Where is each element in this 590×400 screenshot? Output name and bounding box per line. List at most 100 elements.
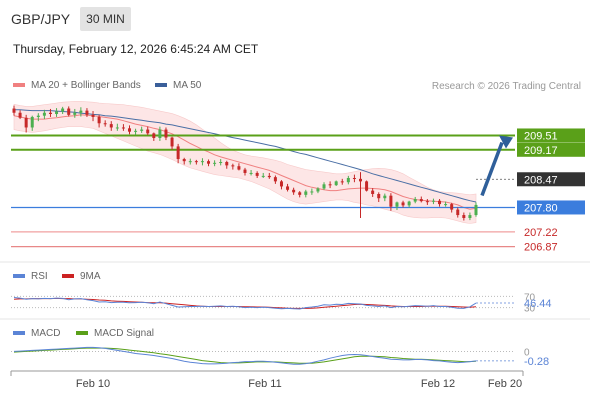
- candle: [188, 158, 192, 165]
- candle: [346, 175, 350, 185]
- price-label-last-bg: [517, 172, 585, 187]
- legend-ma20-bollinger: MA 20 + Bollinger Bands: [13, 80, 141, 91]
- candle: [468, 212, 472, 221]
- candle-body: [79, 110, 83, 113]
- legend-rsi-ma: 9MA: [62, 271, 101, 282]
- candle: [225, 160, 229, 169]
- x-tick-label: Feb 11: [248, 378, 281, 390]
- x-tick-label: Feb 20: [488, 378, 522, 390]
- candle-body: [474, 204, 478, 216]
- candle-body: [261, 175, 265, 177]
- rsi-line: [13, 297, 477, 310]
- candle: [438, 199, 442, 207]
- candle-body: [121, 127, 125, 129]
- candle: [444, 201, 448, 207]
- candle-body: [219, 162, 223, 163]
- candle: [286, 183, 290, 192]
- rsi-level-label: 70: [524, 292, 536, 303]
- chart-datetime: Thursday, February 12, 2026 6:45:24 AM C…: [13, 42, 259, 56]
- candle: [109, 121, 113, 131]
- candle: [450, 202, 454, 213]
- x-tick-label: Feb 10: [76, 378, 110, 390]
- price-label-resistance-2-bg: [517, 142, 585, 157]
- candle-body: [438, 200, 442, 205]
- price-label-lower-2: 206.87: [524, 242, 558, 254]
- price-label-support: 207.80: [524, 202, 558, 214]
- candle-body: [237, 166, 241, 170]
- candle: [91, 111, 95, 122]
- candle-body: [444, 204, 448, 206]
- candle: [115, 123, 119, 131]
- candle-body: [103, 123, 107, 125]
- candle-body: [286, 186, 290, 190]
- candle: [419, 196, 423, 203]
- candle: [170, 136, 174, 150]
- macd-signal-line: [13, 347, 477, 364]
- candle-body: [249, 172, 253, 174]
- candle: [401, 200, 405, 208]
- candle-body: [310, 191, 314, 193]
- candle: [292, 187, 296, 195]
- candle-body: [346, 178, 350, 183]
- candle-body: [359, 178, 362, 182]
- candle: [456, 207, 460, 218]
- candle-body: [316, 188, 320, 192]
- candle: [213, 160, 217, 167]
- candle: [377, 192, 381, 202]
- candle: [298, 191, 302, 198]
- legend-ma20-label: MA 20 + Bollinger Bands: [31, 80, 141, 91]
- candle-body: [243, 169, 247, 173]
- price-label-support-bg: [517, 200, 585, 215]
- price-label-last: 208.47: [524, 174, 558, 186]
- candle-body: [273, 177, 277, 182]
- candle: [389, 193, 393, 211]
- candle: [243, 167, 247, 176]
- candle: [359, 172, 362, 218]
- candle-body: [419, 199, 423, 202]
- candle: [474, 202, 478, 217]
- rsi-swatch: [13, 274, 25, 279]
- candle-body: [170, 137, 174, 147]
- candle-body: [407, 201, 411, 206]
- ma50-line: [14, 109, 477, 203]
- candle-body: [12, 108, 16, 113]
- candle: [24, 114, 28, 133]
- candle-body: [322, 184, 326, 189]
- rsi-ma-swatch: [62, 274, 74, 279]
- candle: [310, 188, 314, 195]
- candle: [158, 126, 162, 141]
- candle-body: [304, 191, 308, 195]
- rsi-level-label: 30: [524, 304, 536, 315]
- candle: [219, 159, 223, 166]
- candle: [164, 127, 168, 141]
- candle: [67, 106, 71, 117]
- candle: [395, 201, 399, 210]
- candle-body: [334, 181, 338, 186]
- candle: [261, 172, 265, 178]
- candle-body: [425, 201, 429, 203]
- candle: [128, 125, 131, 135]
- candle: [249, 170, 253, 176]
- x-tick-label: Feb 12: [421, 378, 455, 390]
- candle: [200, 158, 204, 166]
- candle: [61, 106, 65, 114]
- candle-body: [328, 184, 332, 186]
- candle: [36, 113, 40, 122]
- candle-body: [340, 181, 344, 183]
- timeframe-badge[interactable]: 30 MIN: [80, 7, 131, 31]
- legend-ma50-label: MA 50: [173, 80, 202, 91]
- candle-body: [24, 117, 28, 128]
- macd-last-label: -0.28: [524, 356, 549, 368]
- candle: [237, 163, 241, 171]
- candle: [352, 174, 356, 183]
- candle-body: [67, 108, 71, 115]
- candle: [328, 181, 332, 189]
- candle-body: [352, 178, 356, 179]
- candle: [340, 178, 344, 185]
- candle-body: [213, 162, 217, 164]
- legend-macd-signal: MACD Signal: [76, 328, 154, 339]
- candle: [322, 182, 326, 190]
- candle-body: [97, 116, 101, 124]
- candle: [334, 180, 338, 186]
